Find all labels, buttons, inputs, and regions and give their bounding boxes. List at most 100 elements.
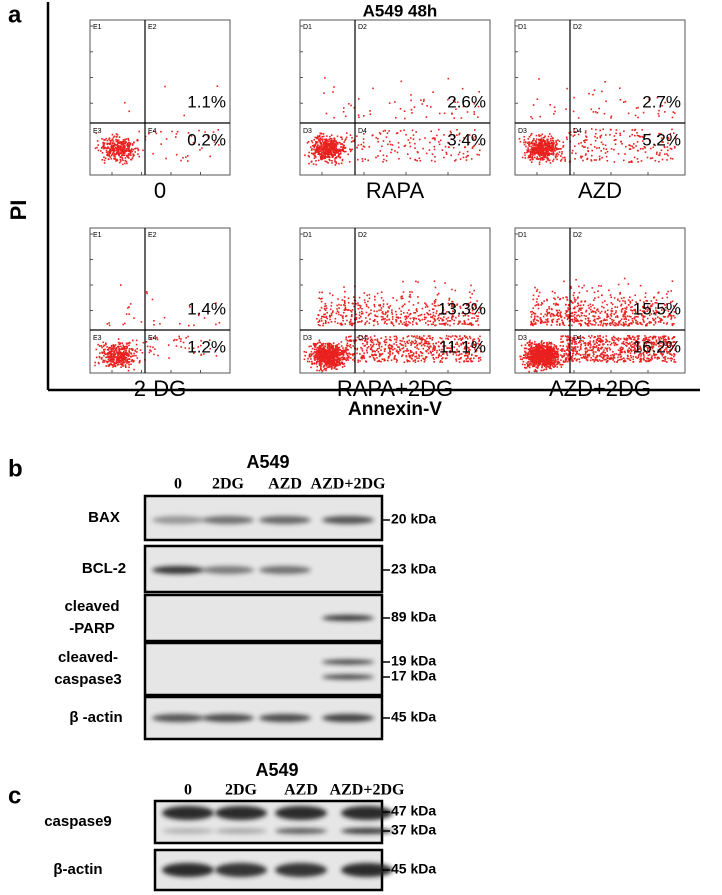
event-dot [319, 135, 321, 137]
event-dot [388, 307, 390, 309]
event-dot [528, 138, 530, 140]
event-dot [336, 157, 338, 159]
event-dot [667, 150, 669, 152]
event-dot [378, 351, 380, 353]
event-dot [442, 357, 444, 359]
event-dot [401, 344, 403, 346]
percent-label: 13.3% [438, 299, 486, 318]
event-dot [324, 348, 326, 350]
event-dot [464, 320, 466, 322]
event-dot [337, 352, 339, 354]
event-dot [319, 357, 321, 359]
event-dot [105, 342, 107, 344]
event-dot [125, 357, 127, 359]
event-dot [95, 148, 97, 150]
event-dot [334, 321, 336, 323]
event-dot [305, 351, 307, 353]
event-dot [540, 135, 542, 137]
event-dot [363, 115, 365, 117]
event-dot [331, 344, 333, 346]
event-dot [383, 306, 385, 308]
event-dot [325, 322, 327, 324]
event-dot [113, 140, 115, 142]
event-dot [422, 352, 424, 354]
event-dot [414, 143, 416, 145]
event-dot [326, 113, 328, 115]
event-dot [321, 145, 323, 147]
event-dot [598, 147, 600, 149]
event-dot [320, 143, 322, 145]
event-dot [634, 135, 636, 137]
event-dot [311, 363, 313, 365]
event-dot [368, 313, 370, 315]
event-dot [573, 97, 575, 99]
event-dot [318, 324, 320, 326]
event-dot [126, 343, 128, 345]
event-dot [340, 304, 342, 306]
event-dot [351, 322, 353, 324]
event-dot [406, 325, 408, 327]
event-dot [381, 291, 383, 293]
event-dot [356, 147, 358, 149]
event-dot [595, 129, 597, 131]
event-dot [399, 308, 401, 310]
event-dot [392, 316, 394, 318]
flow-plot: E1E2E3E41.1%0.2%0 [90, 20, 230, 203]
event-dot [417, 302, 419, 304]
event-dot [398, 158, 400, 160]
event-dot [547, 356, 549, 358]
event-dot [343, 150, 345, 152]
event-dot [400, 320, 402, 322]
event-dot [471, 293, 473, 295]
event-dot [532, 118, 534, 120]
event-dot [447, 320, 449, 322]
event-dot [111, 345, 113, 347]
event-dot [139, 361, 141, 363]
event-dot [344, 140, 346, 142]
event-dot [418, 315, 420, 317]
event-dot [637, 141, 639, 143]
event-dot [602, 144, 604, 146]
event-dot [423, 99, 425, 101]
event-dot [319, 362, 321, 364]
event-dot [419, 158, 421, 160]
event-dot [420, 160, 422, 162]
event-dot [539, 162, 541, 164]
event-dot [379, 345, 381, 347]
event-dot [323, 353, 325, 355]
event-dot [625, 101, 627, 103]
event-dot [434, 348, 436, 350]
event-dot [623, 130, 625, 132]
event-dot [124, 102, 126, 104]
event-dot [542, 360, 544, 362]
event-dot [557, 139, 559, 141]
event-dot [427, 346, 429, 348]
event-dot [340, 146, 342, 148]
event-dot [341, 139, 343, 141]
event-dot [549, 160, 551, 162]
event-dot [433, 347, 435, 349]
event-dot [340, 314, 342, 316]
event-dot [326, 368, 328, 370]
event-dot [340, 359, 342, 361]
event-dot [610, 117, 612, 119]
event-dot [547, 150, 549, 152]
x-axis-label: Annexin-V [348, 399, 442, 420]
event-dot [351, 325, 353, 327]
event-dot [393, 343, 395, 345]
event-dot [538, 158, 540, 160]
event-dot [329, 136, 331, 138]
event-dot [463, 361, 465, 363]
event-dot [416, 323, 418, 325]
event-dot [640, 148, 642, 150]
event-dot [348, 309, 350, 311]
event-dot [398, 147, 400, 149]
event-dot [396, 351, 398, 353]
event-dot [116, 360, 118, 362]
event-dot [619, 135, 621, 137]
event-dot [326, 308, 328, 310]
event-dot [411, 291, 413, 293]
event-dot [362, 350, 364, 352]
event-dot [128, 313, 130, 315]
event-dot [405, 323, 407, 325]
